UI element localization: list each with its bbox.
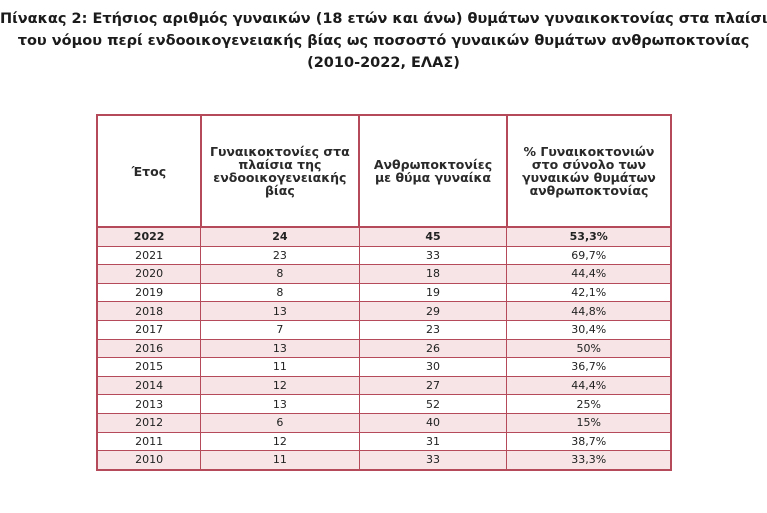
- cell-femicides: 23: [200, 245, 360, 266]
- table-row: 2019 8 19 42,1%: [96, 282, 672, 303]
- table-row: 2020 8 18 44,4%: [96, 264, 672, 284]
- cell-femicides: 24: [200, 225, 360, 247]
- cell-year: 2018: [96, 301, 202, 321]
- cell-year: 2019: [96, 282, 202, 303]
- cell-homicides: 45: [358, 225, 508, 247]
- cell-homicides: 52: [358, 394, 508, 414]
- table-row: 2012 6 40 15%: [96, 412, 672, 433]
- table-row: 2021 23 33 69,7%: [96, 245, 672, 266]
- cell-year: 2010: [96, 450, 202, 471]
- cell-percentage: 44,4%: [506, 375, 672, 396]
- header-percentage: % Γυναικοκτονιών στο σύνολο των γυναικών…: [505, 114, 673, 228]
- cell-femicides: 13: [200, 394, 360, 414]
- cell-homicides: 31: [358, 431, 508, 452]
- cell-year: 2014: [96, 375, 202, 396]
- header-year: Έτος: [96, 114, 202, 228]
- cell-femicides: 12: [200, 375, 360, 396]
- cell-year: 2016: [96, 338, 202, 359]
- cell-year: 2015: [96, 357, 202, 377]
- header-homicides: Ανθρωποκτονίες με θύμα γυναίκα: [358, 114, 508, 228]
- cell-year: 2011: [96, 431, 202, 452]
- cell-percentage: 53,3%: [506, 225, 672, 247]
- table-body: 2022 24 45 53,3% 2021 23 33 69,7% 2020 8 18 44,4% 20…: [96, 225, 672, 471]
- cell-femicides: 11: [200, 450, 360, 471]
- table-row: 2018 13 29 44,8%: [96, 301, 672, 321]
- cell-homicides: 18: [358, 264, 508, 284]
- table-header-row: Έτος Γυναικοκτονίες στα πλαίσια της ενδο…: [96, 114, 673, 228]
- cell-year: 2013: [96, 394, 202, 414]
- cell-percentage: 25%: [506, 394, 672, 414]
- table-row: 2010 11 33 33,3%: [96, 450, 672, 471]
- cell-percentage: 30,4%: [506, 319, 672, 340]
- cell-homicides: 33: [358, 450, 508, 471]
- cell-femicides: 8: [200, 282, 360, 303]
- cell-homicides: 29: [358, 301, 508, 321]
- cell-year: 2021: [96, 245, 202, 266]
- cell-year: 2017: [96, 319, 202, 340]
- title-line-1: Πίνακας 2: Ετήσιος αριθμός γυναικών (18 …: [0, 11, 767, 27]
- cell-homicides: 33: [358, 245, 508, 266]
- table-row: 2011 12 31 38,7%: [96, 431, 672, 452]
- cell-femicides: 13: [200, 301, 360, 321]
- cell-year: 2022: [96, 225, 202, 247]
- cell-percentage: 44,4%: [506, 264, 672, 284]
- table-row: 2013 13 52 25%: [96, 394, 672, 414]
- cell-percentage: 50%: [506, 338, 672, 359]
- cell-homicides: 30: [358, 357, 508, 377]
- cell-homicides: 26: [358, 338, 508, 359]
- cell-year: 2012: [96, 412, 202, 433]
- cell-femicides: 6: [200, 412, 360, 433]
- cell-percentage: 44,8%: [506, 301, 672, 321]
- cell-percentage: 38,7%: [506, 431, 672, 452]
- cell-femicides: 13: [200, 338, 360, 359]
- cell-homicides: 40: [358, 412, 508, 433]
- table-row: 2015 11 30 36,7%: [96, 357, 672, 377]
- cell-percentage: 69,7%: [506, 245, 672, 266]
- table-row: 2022 24 45 53,3%: [96, 225, 672, 247]
- title-line-2: του νόμου περί ενδοοικογενειακής βίας ως…: [17, 33, 750, 49]
- header-femicides: Γυναικοκτονίες στα πλαίσια της ενδοοικογ…: [199, 114, 361, 228]
- cell-percentage: 15%: [506, 412, 672, 433]
- cell-femicides: 11: [200, 357, 360, 377]
- cell-percentage: 33,3%: [506, 450, 672, 471]
- table-row: 2016 13 26 50%: [96, 338, 672, 359]
- cell-year: 2020: [96, 264, 202, 284]
- table-row: 2017 7 23 30,4%: [96, 319, 672, 340]
- cell-femicides: 12: [200, 431, 360, 452]
- document-title: Πίνακας 2: Ετήσιος αριθμός γυναικών (18 …: [0, 0, 767, 74]
- cell-homicides: 27: [358, 375, 508, 396]
- title-line-3: (2010-2022, ΕΛΑΣ): [307, 55, 460, 71]
- cell-homicides: 19: [358, 282, 508, 303]
- cell-homicides: 23: [358, 319, 508, 340]
- cell-femicides: 8: [200, 264, 360, 284]
- cell-femicides: 7: [200, 319, 360, 340]
- cell-percentage: 42,1%: [506, 282, 672, 303]
- femicide-table: Έτος Γυναικοκτονίες στα πλαίσια της ενδο…: [96, 114, 673, 471]
- table-row: 2014 12 27 44,4%: [96, 375, 672, 396]
- cell-percentage: 36,7%: [506, 357, 672, 377]
